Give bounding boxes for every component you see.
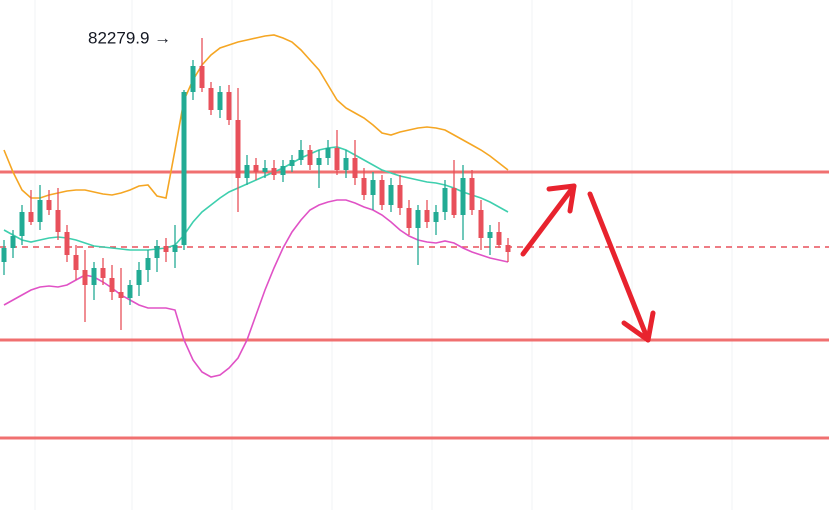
candle-body: [190, 66, 196, 92]
annotation: 82279.9 →: [88, 28, 171, 47]
vertical-grid: [34, 0, 733, 510]
candle-body: [244, 165, 250, 178]
candle-body: [226, 92, 232, 120]
candle-body: [496, 232, 502, 245]
candle-body: [343, 158, 349, 170]
arrow-down-head: [621, 310, 656, 343]
arrow-up: [520, 183, 577, 257]
candle-body: [136, 270, 142, 285]
candle-body: [199, 66, 205, 88]
candle-body: [388, 185, 394, 205]
candle-body: [397, 185, 403, 208]
arrow-down: [587, 191, 651, 343]
candle-body: [28, 212, 34, 222]
candle-body: [235, 120, 241, 178]
candle-body: [307, 150, 313, 165]
candle-body: [460, 178, 466, 215]
candle-body: [361, 178, 367, 195]
candle-body: [73, 255, 79, 270]
candle-body: [442, 188, 448, 212]
candle-body: [325, 148, 331, 158]
candle-body: [406, 208, 412, 228]
candle-body: [118, 292, 124, 298]
candle-body: [370, 180, 376, 195]
candle-body: [505, 245, 511, 252]
candle-body: [1, 248, 7, 262]
arrows: [520, 183, 656, 343]
candle-body: [415, 210, 421, 228]
band-line: [3, 34, 509, 199]
levels: [0, 170, 829, 440]
candle-body: [163, 246, 169, 252]
candle-body: [19, 212, 25, 236]
candle-body: [271, 168, 277, 175]
candle-body: [181, 92, 187, 245]
candles: [1, 38, 511, 330]
candle-body: [334, 148, 340, 170]
candle-body: [82, 270, 88, 285]
candle-body: [109, 278, 115, 292]
arrow-up-head: [546, 183, 577, 214]
candle-body: [316, 158, 322, 165]
candle-body: [280, 166, 286, 175]
candle-body: [55, 210, 61, 232]
candle-body: [352, 158, 358, 178]
candle-body: [253, 165, 259, 172]
candle-body: [127, 285, 133, 298]
candle-body: [208, 88, 214, 110]
candle-body: [100, 268, 106, 278]
candle-body: [154, 246, 160, 258]
candle-body: [37, 200, 43, 222]
candle-body: [379, 180, 385, 205]
candle-body: [289, 160, 295, 166]
candle-body: [487, 232, 493, 238]
band-line: [3, 199, 509, 378]
candle-body: [469, 178, 475, 210]
candle-body: [145, 258, 151, 270]
candle-body: [433, 212, 439, 222]
candle-body: [298, 150, 304, 160]
candle-body: [424, 210, 430, 222]
candle-body: [46, 200, 52, 210]
candle-body: [478, 210, 484, 238]
candle-body: [217, 92, 223, 110]
candle-body: [451, 188, 457, 215]
candle-body: [64, 232, 70, 255]
candle-body: [262, 168, 268, 172]
candle-body: [172, 245, 178, 252]
candle-body: [91, 268, 97, 285]
candle-body: [10, 236, 16, 248]
